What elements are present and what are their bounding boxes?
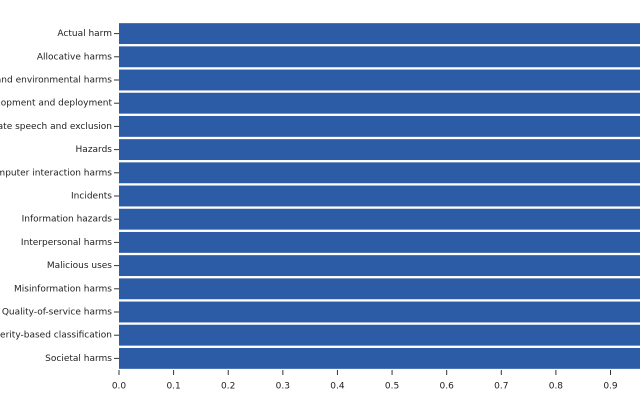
x-tick-label: 0.0 (112, 382, 127, 392)
x-tick-label: 0.3 (276, 382, 290, 392)
y-tick-label: Interpersonal harms (21, 238, 112, 248)
y-tick-label: Severity-based classification (0, 331, 112, 341)
x-tick-label: 0.8 (549, 382, 564, 392)
bar (119, 278, 640, 300)
y-tick-label: Quality-of-service harms (2, 308, 112, 318)
bar (119, 92, 640, 114)
bar (119, 231, 640, 253)
bar (119, 46, 640, 68)
y-tick-label: Information hazards (22, 215, 113, 225)
x-tick-label: 0.1 (166, 382, 180, 392)
bar (119, 23, 640, 45)
plot-area (119, 23, 640, 369)
y-tick-label: n, Hate speech and exclusion (0, 122, 112, 132)
x-tick-label: 0.5 (385, 382, 399, 392)
x-tick-label: 0.7 (494, 382, 508, 392)
y-tick-label: Allocative harms (37, 52, 112, 62)
bar (119, 162, 640, 184)
bar (119, 185, 640, 207)
bar (119, 324, 640, 346)
y-tick-label: Malicious uses (47, 261, 112, 271)
y-tick-label: evelopment and deployment (0, 99, 112, 109)
bar (119, 139, 640, 161)
y-tick-label: Actual harm (57, 29, 112, 39)
x-tick-label: 0.4 (330, 382, 345, 392)
x-tick-label: 0.9 (603, 382, 618, 392)
bar (119, 208, 640, 230)
bar (119, 255, 640, 277)
bar (119, 301, 640, 323)
y-tick-label: Misinformation harms (14, 284, 112, 294)
bar (119, 347, 640, 369)
y-tick-label: Hazards (76, 145, 113, 155)
y-tick-label: Societal harms (45, 354, 112, 364)
bar (119, 69, 640, 91)
bar (119, 115, 640, 137)
y-tick-label: -computer interaction harms (0, 168, 112, 178)
y-tick-label: ss, and environmental harms (0, 76, 112, 86)
x-tick-label: 0.2 (221, 382, 235, 392)
x-tick-label: 0.6 (440, 382, 455, 392)
y-tick-label: Incidents (71, 192, 112, 202)
